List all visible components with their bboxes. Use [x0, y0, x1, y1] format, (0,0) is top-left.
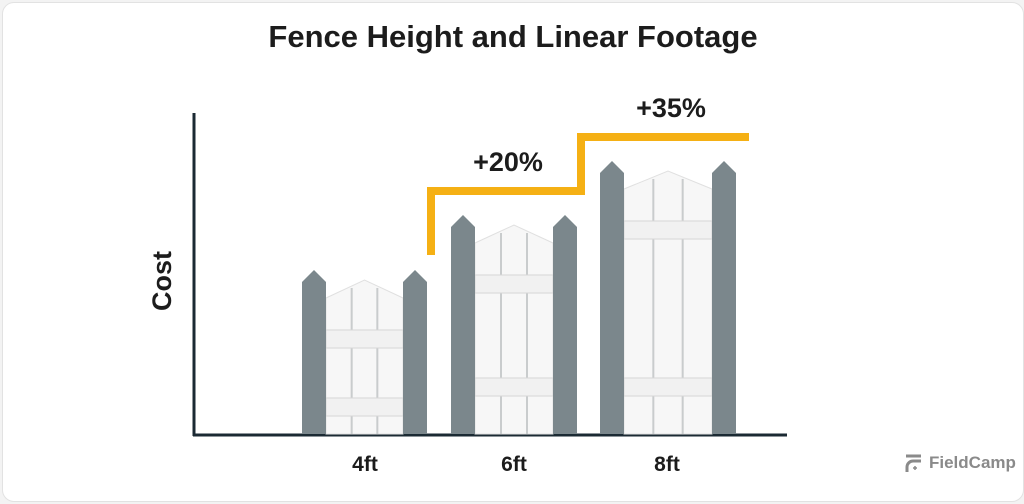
cost-step-line	[427, 133, 749, 255]
fieldcamp-logo: FieldCamp	[903, 453, 1016, 473]
chart-title: Fence Height and Linear Footage	[268, 19, 758, 54]
fence-rail	[623, 377, 713, 397]
x-tick-label: 4ft	[352, 453, 378, 476]
fence-rail	[474, 274, 554, 294]
fence-rail	[325, 397, 404, 417]
fieldcamp-logo-icon	[905, 454, 921, 472]
x-tick-label: 6ft	[501, 453, 527, 476]
fence-panel	[474, 224, 554, 435]
fence-post	[712, 161, 736, 434]
fence-rail	[325, 329, 404, 349]
fence-post	[600, 161, 624, 434]
chart-canvas: Cost +20% +35% 4ft 6ft 8ft	[147, 93, 787, 476]
fence-post	[302, 270, 326, 434]
fence-rail	[623, 220, 713, 240]
annotation-20: +20%	[473, 147, 543, 177]
fence-rail	[474, 377, 554, 397]
brand-name: FieldCamp	[929, 453, 1016, 472]
fence-post	[403, 270, 427, 434]
annotation-35: +35%	[636, 93, 706, 123]
fence-post	[451, 215, 475, 434]
y-axis-label: Cost	[147, 251, 177, 311]
x-tick-label: 8ft	[654, 453, 680, 476]
fence-post	[553, 215, 577, 434]
